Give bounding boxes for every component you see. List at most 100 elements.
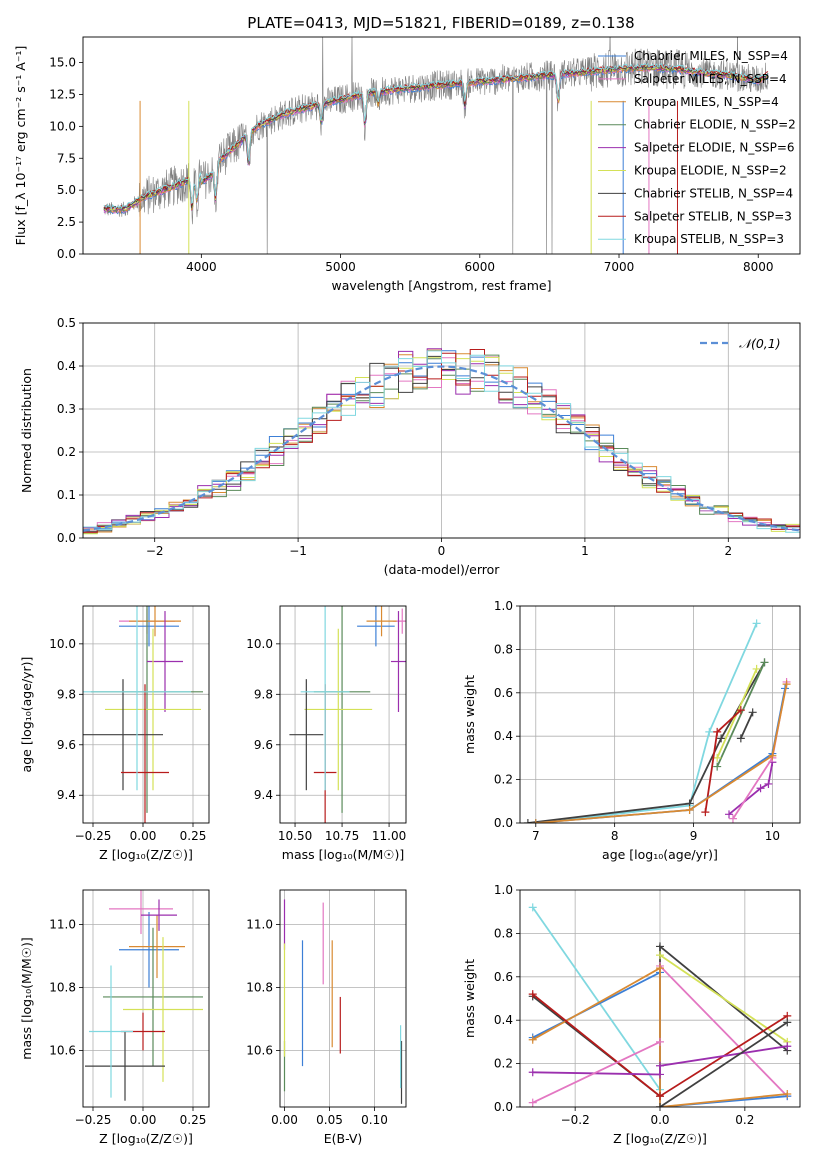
- axes-frame: [279, 605, 407, 824]
- y-tick-label: 0.2: [57, 445, 76, 459]
- y-tick-label: 12.5: [49, 87, 76, 101]
- x-axis-label: age [log₁₀(age/yr)]: [602, 847, 718, 862]
- x-tick-label: 10.75: [325, 829, 359, 843]
- y-tick-label: 0.0: [57, 531, 76, 545]
- legend-label-4: Salpeter ELODIE, N_SSP=6: [634, 141, 795, 155]
- x-tick-label: 2: [724, 544, 732, 558]
- plot-area-spectrum: [103, 37, 769, 254]
- weight-marker: [656, 1061, 664, 1070]
- y-tick-label: 10.8: [246, 980, 273, 994]
- y-tick-label: 9.6: [254, 738, 273, 752]
- y-axis-label: mass weight: [462, 959, 477, 1038]
- x-tick-label: 0.0: [650, 1113, 669, 1127]
- weight-marker: [752, 664, 761, 673]
- x-tick-label: 7000: [604, 260, 635, 274]
- y-tick-label: 0.0: [57, 247, 76, 261]
- y-tick-label: 15.0: [49, 56, 76, 70]
- weight-line-0: [531, 906, 661, 1091]
- weight-marker: [736, 706, 745, 715]
- x-tick-label: 8: [611, 829, 619, 843]
- y-tick-label: 10.6: [246, 1043, 273, 1057]
- x-tick-label: 0.00: [271, 1113, 298, 1127]
- panel-age_vs_Z: −0.25 0.00 0.25 9.4 9.6 9.8 10.0 Z [log₁₀(Z/Z☉)…: [19, 605, 210, 862]
- weight-marker: [736, 734, 745, 743]
- x-tick-label: −2: [146, 544, 164, 558]
- weight-marker: [717, 734, 726, 743]
- legend-label-5: Kroupa ELODIE, N_SSP=2: [634, 164, 787, 178]
- weight-marker: [713, 727, 722, 736]
- weight-marker: [528, 1035, 537, 1044]
- weight-line-7: [532, 1045, 788, 1076]
- x-tick-label: 9: [690, 829, 698, 843]
- weight-marker: [764, 779, 773, 788]
- weight-marker: [725, 810, 734, 819]
- y-tick-label: 0.0: [494, 1100, 513, 1114]
- spectrum-legend: Chabrier MILES, N_SSP=4 Salpeter MILES, N…: [598, 49, 796, 246]
- x-tick-label: 10.50: [278, 829, 312, 843]
- y-axis-label: age [log₁₀(age/yr)]: [19, 657, 34, 773]
- y-tick-label: 0.6: [494, 686, 513, 700]
- weight-marker: [783, 1018, 792, 1027]
- weight-marker: [756, 784, 765, 793]
- x-axis-label: wavelength [Angstrom, rest frame]: [331, 278, 551, 293]
- plot-area-age_vs_Z: [83, 606, 203, 823]
- x-tick-label: 7: [532, 829, 540, 843]
- x-axis-label: E(B-V): [324, 1131, 363, 1146]
- legend-label-0: Chabrier MILES, N_SSP=4: [634, 49, 788, 63]
- y-tick-label: 2.5: [57, 215, 76, 229]
- x-axis-label: Z [log₁₀(Z/Z☉)]: [613, 1131, 707, 1146]
- weight-line-8: [659, 1021, 788, 1107]
- weight-marker: [656, 964, 664, 973]
- y-tick-label: 10.0: [49, 637, 76, 651]
- y-tick-label: 0.8: [494, 926, 513, 940]
- y-tick-label: 9.4: [57, 788, 76, 802]
- x-tick-label: 0.10: [361, 1113, 388, 1127]
- weight-marker: [728, 814, 737, 823]
- panel-mass_vs_Z: −0.25 0.00 0.25 10.6 10.8 11.0 Z [log₁₀(Z/Z☉)]…: [19, 889, 210, 1146]
- weight-marker: [531, 819, 540, 823]
- x-tick-label: 6000: [465, 260, 496, 274]
- panel-residuals: −2 −1 0 1 2 0.0 0.1 0.2 0.3 0.4 0.5 (data-model)/er…: [19, 316, 801, 577]
- gaussian-curve: [83, 365, 800, 532]
- y-tick-label: 11.0: [49, 918, 76, 932]
- y-tick-label: 0.4: [494, 1013, 513, 1027]
- x-axis-label: (data-model)/error: [384, 562, 501, 577]
- weight-line-9: [535, 683, 788, 823]
- plot-area-mass_vs_Z: [85, 890, 203, 1101]
- x-tick-label: 1: [581, 544, 589, 558]
- y-tick-label: 0.1: [57, 488, 76, 502]
- panels: 4000 5000 6000 7000 80000.02.55.07.510.012.5…: [13, 36, 801, 1146]
- y-tick-label: 11.0: [246, 918, 273, 932]
- y-tick-label: 0.2: [494, 773, 513, 787]
- x-tick-label: 0.00: [130, 829, 157, 843]
- weight-line-2: [659, 954, 788, 1043]
- legend-label-2: Kroupa MILES, N_SSP=4: [634, 95, 779, 109]
- model-line-8: [103, 62, 769, 210]
- weight-line-5: [532, 966, 788, 1107]
- weight-marker: [783, 1042, 792, 1051]
- y-tick-label: 0.4: [494, 729, 513, 743]
- weight-marker: [752, 619, 761, 628]
- weight-marker: [760, 658, 769, 667]
- weight-marker: [705, 727, 714, 736]
- y-tick-label: 0.8: [494, 642, 513, 656]
- weight-line-0: [535, 623, 758, 823]
- axes-frame: [82, 889, 210, 1108]
- legend-label-6: Chabrier STELIB, N_SSP=4: [634, 186, 793, 200]
- y-tick-label: 5.0: [57, 183, 76, 197]
- axes-frame: [82, 36, 801, 255]
- x-axis-label: Z [log₁₀(Z/Z☉)]: [99, 1131, 193, 1146]
- y-axis-label: mass [log₁₀(M/M☉)]: [19, 937, 34, 1059]
- weight-marker: [713, 753, 722, 762]
- x-tick-label: 0.25: [180, 1113, 207, 1127]
- y-tick-label: 9.8: [57, 687, 76, 701]
- x-tick-label: 5000: [325, 260, 356, 274]
- weight-marker: [656, 1037, 664, 1046]
- weight-line-9: [532, 1041, 661, 1104]
- y-tick-label: 9.8: [254, 687, 273, 701]
- axes-frame: [82, 322, 801, 539]
- plot-area-massweight_vs_age: [523, 619, 791, 823]
- x-tick-label: 11.00: [372, 829, 406, 843]
- y-tick-label: 10.6: [49, 1043, 76, 1057]
- gaussian-legend-label: 𝒩(0,1): [739, 336, 781, 351]
